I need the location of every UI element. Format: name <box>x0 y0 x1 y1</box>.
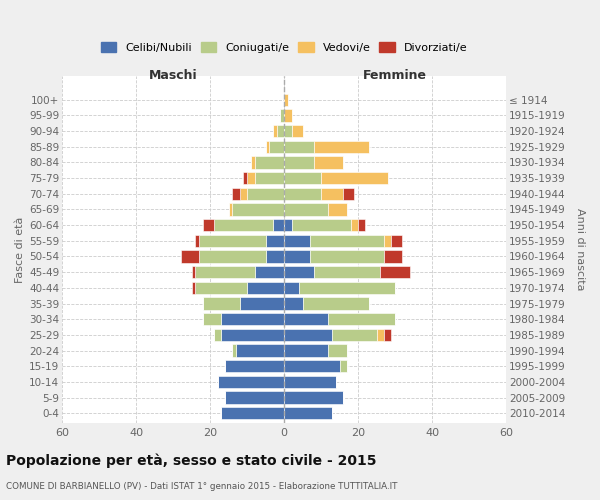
Y-axis label: Fasce di età: Fasce di età <box>15 216 25 282</box>
Bar <box>314 266 380 278</box>
Bar <box>284 360 340 372</box>
Bar <box>284 392 343 404</box>
Bar <box>284 282 299 294</box>
Bar <box>251 156 254 168</box>
Bar <box>292 219 350 231</box>
Bar <box>384 234 391 247</box>
Bar <box>280 110 284 122</box>
Bar <box>302 298 369 310</box>
Bar <box>284 407 332 420</box>
Bar <box>229 204 232 216</box>
Bar <box>232 344 236 356</box>
Bar <box>328 204 347 216</box>
Bar <box>244 172 247 184</box>
Bar <box>247 188 284 200</box>
Bar <box>284 219 292 231</box>
Bar <box>310 250 384 262</box>
Legend: Celibi/Nubili, Coniugati/e, Vedovi/e, Divorziati/e: Celibi/Nubili, Coniugati/e, Vedovi/e, Di… <box>101 42 467 52</box>
Bar <box>199 234 266 247</box>
Bar <box>284 250 310 262</box>
Bar <box>266 234 284 247</box>
Bar <box>321 188 343 200</box>
Bar <box>203 313 221 326</box>
Bar <box>284 204 328 216</box>
Bar <box>284 234 310 247</box>
Bar <box>199 250 266 262</box>
Bar <box>350 219 358 231</box>
Bar <box>328 344 347 356</box>
Bar <box>221 407 284 420</box>
Bar <box>284 172 321 184</box>
Bar <box>254 266 284 278</box>
Bar <box>284 125 292 137</box>
Bar <box>254 156 284 168</box>
Bar <box>196 234 199 247</box>
Bar <box>314 156 343 168</box>
Bar <box>225 392 284 404</box>
Bar <box>225 360 284 372</box>
Bar <box>299 282 395 294</box>
Bar <box>266 140 269 153</box>
Bar <box>236 344 284 356</box>
Bar <box>284 140 314 153</box>
Bar <box>384 250 403 262</box>
Bar <box>343 188 355 200</box>
Bar <box>340 360 347 372</box>
Bar <box>269 140 284 153</box>
Bar <box>196 282 247 294</box>
Bar <box>221 328 284 341</box>
Text: Popolazione per età, sesso e stato civile - 2015: Popolazione per età, sesso e stato civil… <box>6 453 377 468</box>
Bar <box>277 125 284 137</box>
Bar <box>240 188 247 200</box>
Bar <box>181 250 199 262</box>
Bar <box>284 156 314 168</box>
Bar <box>247 282 284 294</box>
Bar <box>380 266 410 278</box>
Bar <box>284 376 336 388</box>
Text: COMUNE DI BARBIANELLO (PV) - Dati ISTAT 1° gennaio 2015 - Elaborazione TUTTITALI: COMUNE DI BARBIANELLO (PV) - Dati ISTAT … <box>6 482 398 491</box>
Bar <box>240 298 284 310</box>
Bar <box>377 328 384 341</box>
Bar <box>266 250 284 262</box>
Bar <box>284 110 292 122</box>
Bar <box>273 125 277 137</box>
Bar <box>284 313 328 326</box>
Bar <box>391 234 403 247</box>
Bar <box>284 188 321 200</box>
Bar <box>332 328 377 341</box>
Bar <box>284 298 302 310</box>
Bar <box>284 344 328 356</box>
Text: Maschi: Maschi <box>149 70 197 82</box>
Bar <box>284 266 314 278</box>
Bar <box>254 172 284 184</box>
Bar <box>214 219 273 231</box>
Bar <box>221 313 284 326</box>
Bar <box>196 266 254 278</box>
Bar <box>284 328 332 341</box>
Bar <box>284 94 288 106</box>
Y-axis label: Anni di nascita: Anni di nascita <box>575 208 585 290</box>
Bar <box>321 172 388 184</box>
Bar <box>218 376 284 388</box>
Bar <box>247 172 254 184</box>
Bar <box>203 298 240 310</box>
Text: Femmine: Femmine <box>363 70 427 82</box>
Bar <box>310 234 384 247</box>
Bar <box>384 328 391 341</box>
Bar <box>292 125 302 137</box>
Bar <box>232 204 284 216</box>
Bar <box>191 266 196 278</box>
Bar <box>358 219 365 231</box>
Bar <box>314 140 369 153</box>
Bar <box>273 219 284 231</box>
Bar <box>203 219 214 231</box>
Bar <box>214 328 221 341</box>
Bar <box>232 188 240 200</box>
Bar <box>328 313 395 326</box>
Bar <box>191 282 196 294</box>
